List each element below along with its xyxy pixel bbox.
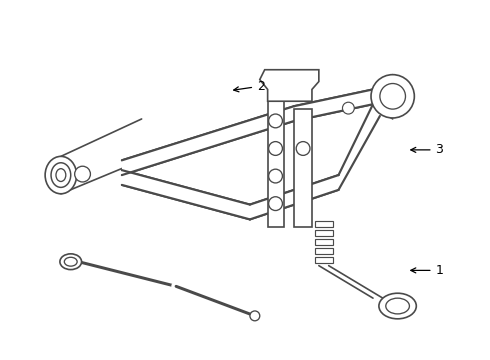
Bar [294,109,312,227]
Bar [315,230,333,236]
Bar [268,101,284,227]
Circle shape [269,141,282,156]
Bar [315,221,333,227]
Circle shape [250,311,260,321]
Bar [315,248,333,254]
Ellipse shape [60,254,81,270]
Ellipse shape [386,298,410,314]
Bar [315,239,333,245]
Polygon shape [294,89,373,121]
Circle shape [269,197,282,211]
Circle shape [74,166,91,182]
Circle shape [380,84,406,109]
Circle shape [269,114,282,128]
Ellipse shape [45,156,76,194]
Ellipse shape [379,293,416,319]
Circle shape [371,75,415,118]
Text: 3: 3 [411,143,443,156]
Polygon shape [122,106,294,175]
Ellipse shape [64,257,77,266]
Circle shape [296,141,310,156]
Ellipse shape [51,163,71,188]
Ellipse shape [56,169,66,181]
Text: 1: 1 [411,264,443,277]
Circle shape [269,169,282,183]
Bar [315,257,333,263]
Polygon shape [250,175,339,219]
Text: 2: 2 [234,80,265,93]
Polygon shape [122,170,250,219]
Polygon shape [260,70,319,101]
Circle shape [343,102,354,114]
